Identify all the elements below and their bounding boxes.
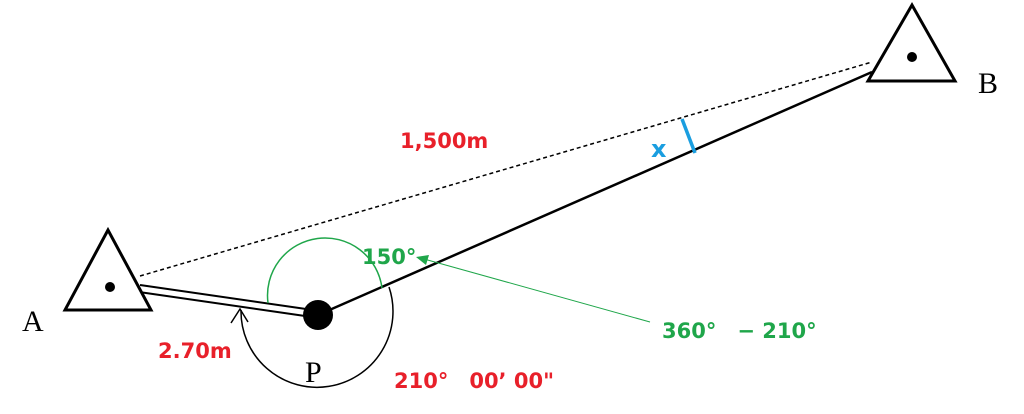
distance-ap: 2.70m: [158, 339, 232, 363]
line-pb: [317, 70, 873, 317]
station-a: [62, 226, 154, 312]
angle-measured: 210° 00’ 00": [394, 369, 554, 393]
pointer-line: [423, 258, 651, 323]
label-p: P: [305, 356, 322, 389]
line-ap: [138, 291, 306, 317]
line-ap: [139, 284, 307, 310]
point-p: [303, 300, 333, 330]
angle-arc: [266, 237, 383, 304]
angle-inner: 150°: [362, 245, 416, 269]
station-dot: [105, 282, 115, 292]
label-b: B: [978, 67, 998, 100]
arrow-head: [230, 307, 249, 324]
x-marker: [680, 118, 697, 154]
station-b: [865, 1, 958, 83]
unknown-x: x: [651, 135, 667, 163]
angle-formula: 360° − 210°: [662, 319, 817, 343]
distance-ab: 1,500m: [400, 129, 488, 153]
dashed-line: [139, 61, 873, 277]
label-a: A: [22, 305, 44, 338]
pointer-head: [416, 255, 429, 265]
measure-arc: [240, 286, 394, 389]
station-dot: [907, 52, 917, 62]
